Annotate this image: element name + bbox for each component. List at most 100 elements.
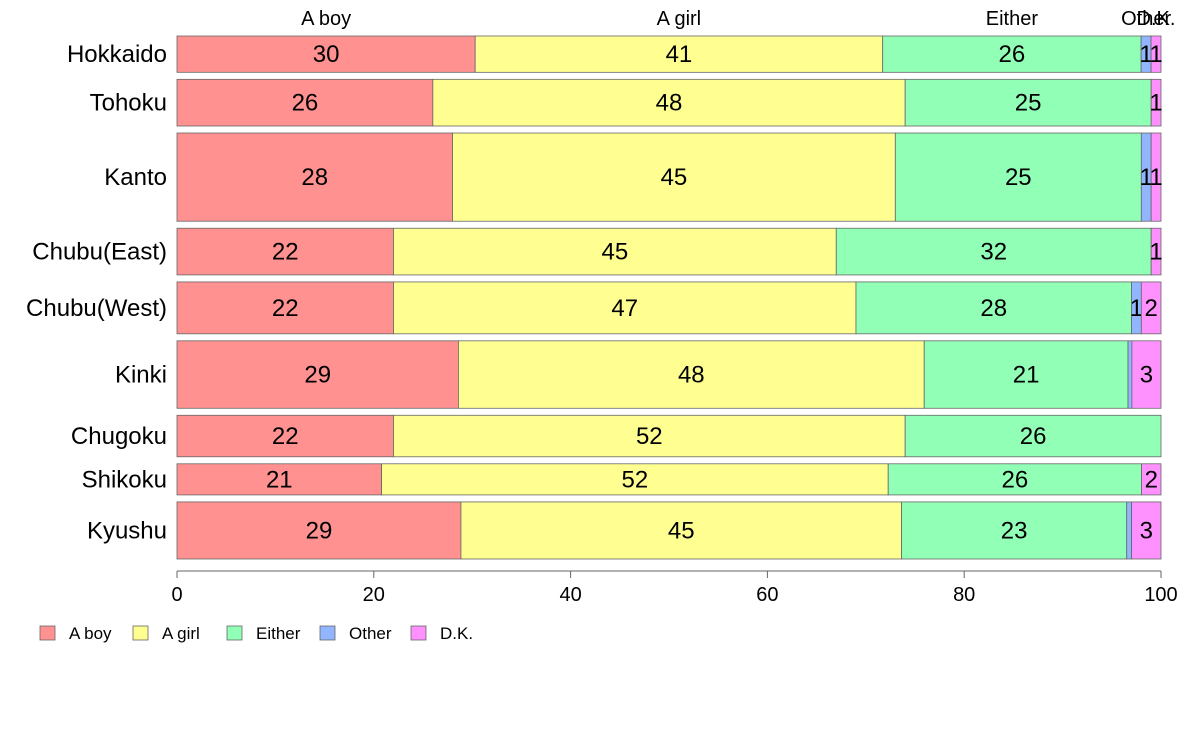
data-label: 1 — [1130, 295, 1143, 322]
bar-segment — [458, 340, 925, 409]
data-label: 23 — [1001, 517, 1028, 544]
legend-swatch — [226, 625, 243, 641]
data-label: 47 — [611, 295, 638, 322]
data-label: 1 — [1140, 164, 1153, 191]
legend-label: Other — [349, 624, 392, 643]
bar-segment — [176, 78, 434, 127]
bar-segment — [1150, 132, 1162, 222]
bar-row-2: 26 48 25 1 — [176, 78, 1163, 127]
category-label: Kanto — [104, 164, 167, 191]
bar-segment — [1141, 463, 1162, 496]
data-label: 26 — [292, 90, 319, 117]
data-label: 3 — [1140, 362, 1153, 389]
bar-segment — [887, 463, 1142, 496]
bar-segment — [474, 35, 884, 73]
category-label: Chubu(East) — [32, 239, 167, 266]
bar-segment — [381, 463, 889, 496]
category-label: Shikoku — [82, 466, 167, 493]
data-label: 22 — [272, 295, 299, 322]
bar-segment — [176, 340, 459, 409]
x-tick-label: 80 — [953, 584, 975, 606]
legend-label: A boy — [69, 624, 112, 643]
bar-segment — [1150, 78, 1162, 127]
legend-swatch — [410, 625, 427, 641]
data-label: 45 — [668, 517, 695, 544]
x-tick-label: 20 — [363, 584, 385, 606]
legend-item: A girl — [132, 624, 200, 643]
bar-segment — [1131, 501, 1162, 560]
data-label: 25 — [1005, 164, 1032, 191]
bar-segment — [432, 78, 906, 127]
bar-segment — [1131, 340, 1162, 409]
bar-segment — [835, 227, 1152, 276]
data-label: 2 — [1145, 466, 1158, 493]
category-label: Kinki — [115, 362, 167, 389]
bar-segment — [452, 132, 896, 222]
legend-swatch — [39, 625, 56, 641]
data-label: 2 — [1144, 295, 1157, 322]
bar-segment — [1140, 281, 1162, 335]
bar-row-1: 30 41 26 11 — [176, 35, 1163, 73]
bar-segment — [460, 501, 902, 560]
bar-row-3: 28 45 25 11 — [176, 132, 1163, 222]
bar-segment — [176, 227, 394, 276]
data-label: 26 — [999, 41, 1026, 68]
bar-row-4: 22 45 32 1 — [176, 227, 1163, 276]
bar-segment — [901, 501, 1128, 560]
bar-segment — [904, 78, 1152, 127]
legend-label: Either — [256, 624, 301, 643]
data-label: 21 — [1013, 362, 1040, 389]
data-label: 28 — [980, 295, 1007, 322]
top-label-2: A girl — [657, 8, 701, 30]
bar-segment — [1150, 35, 1162, 73]
data-label: 41 — [666, 41, 693, 68]
data-label: 26 — [1002, 466, 1029, 493]
data-label: 1 — [1139, 41, 1152, 68]
legend-swatch — [132, 625, 149, 641]
bar-segment — [923, 340, 1129, 409]
data-label: 1 — [1149, 239, 1162, 266]
x-tick-label: 100 — [1144, 584, 1177, 606]
bar-row-5: 22 47 28 1 2 — [176, 281, 1162, 335]
x-tick-label: 40 — [559, 584, 581, 606]
data-label: 52 — [622, 466, 649, 493]
legend-item: D.K. — [410, 624, 473, 643]
x-tick-label: 60 — [756, 584, 778, 606]
data-label: 3 — [1140, 517, 1153, 544]
bar-segment — [904, 414, 1162, 458]
data-label: 1 — [1149, 164, 1162, 191]
x-tick-label: 0 — [171, 584, 182, 606]
data-label: 28 — [301, 164, 328, 191]
data-label: 1 — [1149, 41, 1162, 68]
data-label: 29 — [304, 362, 331, 389]
bar-segment — [855, 281, 1132, 335]
data-label: 30 — [313, 41, 340, 68]
category-label: Chubu(West) — [26, 295, 167, 322]
bar-row-8: 21 52 26 2 — [176, 463, 1162, 496]
bar-segment — [393, 281, 857, 335]
legend-label: D.K. — [440, 624, 473, 643]
bar-segment — [1127, 340, 1133, 409]
data-label: 1 — [1149, 90, 1162, 117]
legend-label: A girl — [162, 624, 200, 643]
data-label: 45 — [602, 239, 629, 266]
top-label-3: Either — [986, 8, 1039, 30]
category-label: Tohoku — [90, 90, 167, 117]
data-label: 52 — [636, 423, 663, 450]
bar-row-6: 29 48 21 3 — [176, 340, 1162, 409]
bar-segment — [393, 414, 906, 458]
bar-segment — [894, 132, 1142, 222]
bar-row-7: 22 52 26 — [176, 414, 1162, 458]
category-label: Kyushu — [87, 517, 167, 544]
data-label: 22 — [272, 239, 299, 266]
bar-segment — [1126, 501, 1133, 560]
top-label-5: D.K. — [1137, 8, 1176, 30]
top-label-4: Other — [1121, 8, 1171, 30]
category-label: Hokkaido — [67, 41, 167, 68]
data-label: 48 — [656, 90, 683, 117]
bar-row-9: 29 45 23 3 — [176, 501, 1162, 560]
legend-swatch — [319, 625, 336, 641]
legend-item: Other — [319, 624, 392, 643]
bar-segment — [1150, 227, 1162, 276]
